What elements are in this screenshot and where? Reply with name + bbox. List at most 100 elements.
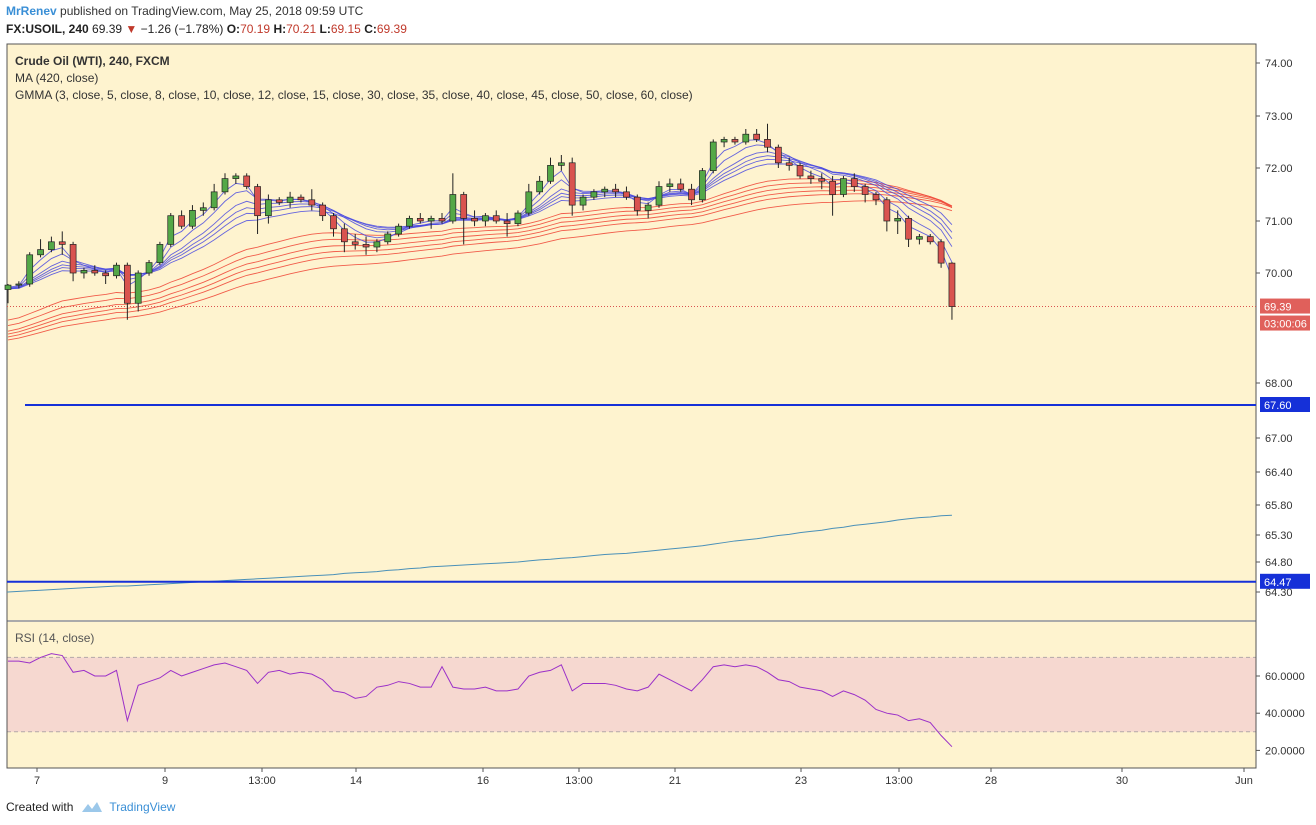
candle-body bbox=[308, 199, 316, 206]
gmma-short-8 bbox=[7, 151, 953, 289]
candle bbox=[48, 236, 55, 253]
candle-body bbox=[666, 183, 674, 187]
candle bbox=[134, 270, 142, 312]
price-tick-label: 65.30 bbox=[1265, 530, 1293, 542]
candle bbox=[948, 262, 956, 320]
chart-legend: Crude Oil (WTI), 240, FXCM MA (420, clos… bbox=[15, 53, 693, 104]
chart-background bbox=[7, 44, 1256, 768]
ma-420-line bbox=[7, 514, 952, 593]
candle-body bbox=[26, 254, 34, 285]
candle bbox=[709, 139, 717, 174]
price-change: −1.26 (−1.78%) bbox=[140, 22, 224, 36]
countdown-tag-bg bbox=[1260, 315, 1310, 331]
candle-body bbox=[243, 175, 251, 187]
candle-body bbox=[210, 191, 218, 209]
candle bbox=[850, 173, 858, 192]
candle bbox=[189, 205, 196, 229]
candle-body bbox=[731, 139, 739, 143]
close-label: C: bbox=[364, 22, 377, 36]
candle-body bbox=[916, 236, 923, 240]
last-price: 69.39 bbox=[92, 22, 123, 36]
time-tick-label: 9 bbox=[162, 775, 168, 787]
candle-body bbox=[384, 233, 392, 243]
candle-body bbox=[655, 186, 663, 206]
last-price-tag: 69.39 bbox=[1260, 298, 1310, 314]
created-with-label: Created with bbox=[6, 800, 74, 814]
candle-body bbox=[807, 175, 815, 179]
candle bbox=[362, 236, 370, 255]
gmma-long-40 bbox=[7, 186, 953, 332]
candle-body bbox=[883, 199, 891, 222]
price-tick-label: 64.30 bbox=[1265, 587, 1293, 599]
time-tick-label: 21 bbox=[669, 775, 681, 787]
candle-body bbox=[742, 133, 750, 143]
candle-body bbox=[178, 215, 185, 227]
candle bbox=[774, 144, 782, 168]
candle bbox=[937, 239, 945, 268]
hline-tag-1-bg bbox=[1260, 573, 1310, 589]
footer: Created with TradingView bbox=[6, 800, 175, 814]
candle-body bbox=[156, 244, 164, 263]
candle bbox=[297, 194, 305, 203]
publish-header: MrRenev published on TradingView.com, Ma… bbox=[6, 4, 363, 18]
candle-body bbox=[601, 188, 609, 193]
gmma-short-12 bbox=[7, 158, 953, 290]
candle-body bbox=[80, 270, 88, 274]
candle bbox=[764, 123, 771, 153]
rsi-title[interactable]: RSI (14, close) bbox=[15, 631, 95, 645]
candle-body bbox=[341, 228, 348, 243]
publish-info: published on TradingView.com, May 25, 20… bbox=[60, 4, 364, 18]
candle bbox=[460, 191, 468, 245]
candle bbox=[330, 213, 337, 237]
price-tick-label: 70.00 bbox=[1265, 268, 1293, 280]
candle bbox=[384, 231, 392, 245]
symbol-header: FX:USOIL, 240 69.39 ▼ −1.26 (−1.78%) O:7… bbox=[6, 22, 407, 36]
gmma-long-60 bbox=[7, 200, 953, 341]
candle-body bbox=[37, 249, 44, 256]
legend-ma[interactable]: MA (420, close) bbox=[15, 71, 99, 85]
gmma-long-45 bbox=[7, 189, 953, 335]
candle bbox=[167, 213, 175, 247]
candle-body bbox=[297, 196, 305, 201]
price-tick-label: 66.40 bbox=[1265, 467, 1293, 479]
price-chart[interactable]: 74.00 73.00 72.00 71.00 70.00 68.00 67.00 66.40… bbox=[0, 40, 1316, 792]
candle-body bbox=[69, 244, 77, 274]
candle bbox=[612, 183, 619, 198]
candle bbox=[623, 186, 630, 200]
high-value: 70.21 bbox=[286, 22, 317, 36]
candle bbox=[818, 173, 826, 190]
rsi-tick-label: 40.0000 bbox=[1265, 708, 1305, 720]
candle-body bbox=[362, 244, 370, 248]
candle bbox=[525, 183, 533, 216]
candle-body bbox=[503, 220, 511, 224]
candle-body bbox=[15, 283, 23, 286]
hline-tag-1: 64.47 bbox=[1260, 573, 1310, 589]
time-tick-label: 13:00 bbox=[248, 775, 276, 787]
candle-body bbox=[785, 162, 793, 166]
candle-body bbox=[796, 165, 804, 177]
candle bbox=[514, 210, 522, 227]
candle bbox=[373, 239, 381, 253]
candle bbox=[666, 178, 674, 192]
candle-body bbox=[753, 133, 761, 140]
candle bbox=[69, 241, 77, 282]
down-arrow-icon: ▼ bbox=[125, 22, 138, 36]
gmma-short-10 bbox=[7, 155, 953, 290]
candle-body bbox=[351, 241, 359, 245]
symbol-label: FX:USOIL, 240 bbox=[6, 22, 89, 36]
hline-tag-1-text: 64.47 bbox=[1264, 577, 1292, 589]
candle-body bbox=[265, 199, 272, 217]
candle-body bbox=[406, 218, 413, 227]
time-tick-label: Jun bbox=[1235, 775, 1253, 787]
candle-body bbox=[525, 191, 533, 214]
candle bbox=[872, 191, 880, 206]
candle-body bbox=[189, 210, 196, 227]
legend-gmma[interactable]: GMMA (3, close, 5, close, 8, close, 10, … bbox=[15, 88, 693, 102]
author-link[interactable]: MrRenev bbox=[6, 4, 57, 18]
tradingview-link[interactable]: TradingView bbox=[109, 800, 176, 814]
candle bbox=[590, 189, 598, 200]
candle bbox=[123, 262, 131, 320]
candle bbox=[265, 194, 272, 224]
gmma-long-30 bbox=[7, 178, 953, 321]
candle-body bbox=[850, 178, 858, 187]
